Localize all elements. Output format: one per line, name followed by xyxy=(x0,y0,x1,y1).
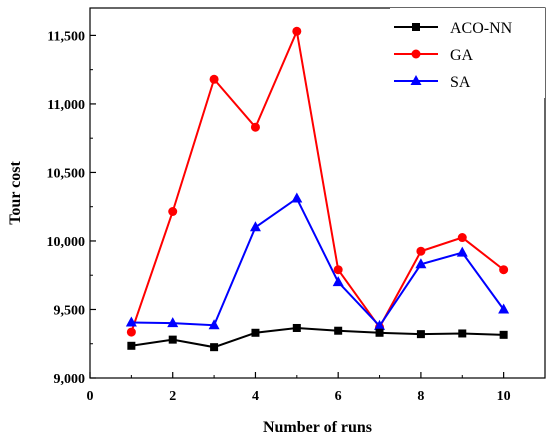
legend: ACO-NN GA SA xyxy=(390,8,545,98)
data-point-ga xyxy=(250,122,260,132)
x-tick-label: 0 xyxy=(87,389,94,404)
y-axis-title: Tour cost xyxy=(7,161,24,225)
series-sa xyxy=(125,192,510,330)
data-point-aco-nn xyxy=(416,330,425,339)
data-point-aco-nn xyxy=(499,330,508,339)
data-point-aco-nn xyxy=(458,329,467,338)
x-tick-label: 4 xyxy=(252,389,259,404)
data-point-aco-nn xyxy=(375,328,384,337)
series-ga xyxy=(126,26,509,337)
x-tick-label: 6 xyxy=(335,389,342,404)
x-axis-title: Number of runs xyxy=(263,419,372,436)
data-point-ga xyxy=(292,26,302,36)
y-tick-label: 11,000 xyxy=(47,98,85,113)
y-tick-label: 9,500 xyxy=(54,303,86,318)
y-tick-label: 10,500 xyxy=(47,166,86,181)
x-tick-label: 10 xyxy=(497,389,511,404)
legend-item-sa: SA xyxy=(394,74,471,91)
y-tick-label: 11,500 xyxy=(47,29,85,44)
data-point-aco-nn xyxy=(210,343,219,352)
x-tick-label: 8 xyxy=(417,389,424,404)
data-point-sa xyxy=(291,192,303,203)
data-point-ga xyxy=(126,327,136,337)
data-point-sa xyxy=(249,221,261,232)
data-point-sa xyxy=(456,246,468,257)
series-line-ga xyxy=(130,27,505,333)
data-point-sa xyxy=(415,258,427,269)
data-point-sa xyxy=(125,316,137,327)
legend-label: SA xyxy=(450,74,471,91)
data-point-ga xyxy=(333,265,343,275)
x-axis-ticks: 0 2 4 6 8 10 xyxy=(87,372,511,404)
data-point-aco-nn xyxy=(292,323,301,332)
legend-item-aco-nn: ACO-NN xyxy=(394,20,513,37)
plot-frame xyxy=(89,7,546,379)
data-point-aco-nn xyxy=(334,326,343,335)
y-tick-label: 10,000 xyxy=(47,235,86,250)
data-point-aco-nn xyxy=(168,335,177,344)
y-tick-label: 9,000 xyxy=(54,372,86,387)
data-point-sa xyxy=(498,303,510,314)
data-point-sa xyxy=(167,317,179,328)
legend-label: ACO-NN xyxy=(450,20,513,37)
legend-marker xyxy=(411,49,421,59)
data-point-sa xyxy=(208,319,220,330)
data-point-aco-nn xyxy=(251,328,260,337)
data-point-sa xyxy=(374,319,386,330)
data-point-ga xyxy=(457,233,467,243)
series-line-sa xyxy=(131,196,505,328)
legend-label: GA xyxy=(450,47,474,64)
legend-marker xyxy=(412,23,420,31)
series-line-aco-nn xyxy=(131,326,504,349)
legend-item-ga: GA xyxy=(394,47,474,64)
series-aco-nn xyxy=(127,323,508,352)
data-point-ga xyxy=(499,265,509,275)
series-layer xyxy=(125,26,510,352)
x-tick-label: 2 xyxy=(169,389,176,404)
data-point-aco-nn xyxy=(127,341,136,350)
data-point-ga xyxy=(209,74,219,84)
data-point-ga xyxy=(168,207,178,216)
legend-marker xyxy=(410,75,422,85)
data-point-sa xyxy=(332,276,344,287)
y-axis-ticks: 9,000 9,500 10,000 10,500 11,000 11,500 xyxy=(47,29,96,387)
data-point-ga xyxy=(416,246,426,256)
